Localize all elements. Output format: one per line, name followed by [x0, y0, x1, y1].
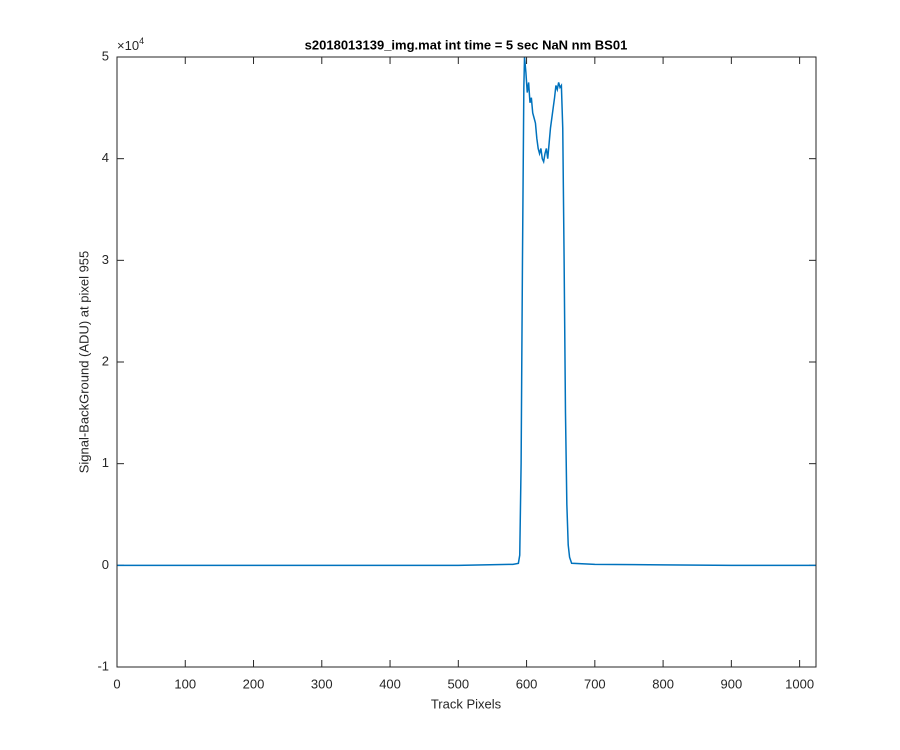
x-tick-label: 500 [447, 676, 469, 691]
y-tick-label: 5 [102, 48, 109, 63]
x-axis-label: Track Pixels [431, 696, 502, 711]
y-tick-label: 0 [102, 557, 109, 572]
x-tick-label: 100 [174, 676, 196, 691]
plot-area [117, 57, 816, 667]
x-tick-label: 200 [243, 676, 265, 691]
y-multiplier: ×104 [117, 36, 144, 53]
x-tick-label: 0 [113, 676, 120, 691]
y-multiplier-exponent: 4 [139, 36, 144, 46]
x-tick-label: 600 [516, 676, 538, 691]
y-tick-label: 2 [102, 353, 109, 368]
y-tick-label: 4 [102, 150, 109, 165]
x-tick-label: 800 [652, 676, 674, 691]
chart-title: s2018013139_img.mat int time = 5 sec NaN… [305, 37, 628, 52]
y-multiplier-base: ×10 [117, 38, 139, 53]
y-axis-label: Signal-BackGround (ADU) at pixel 955 [76, 251, 91, 474]
x-tick-label: 900 [721, 676, 743, 691]
y-tick-label: 1 [102, 455, 109, 470]
axes-box [116, 56, 817, 668]
y-tick-label: 3 [102, 252, 109, 267]
x-tick-label: 1000 [785, 676, 814, 691]
x-tick-label: 700 [584, 676, 606, 691]
x-tick-label: 400 [379, 676, 401, 691]
y-tick-label: -1 [97, 658, 109, 673]
data-line [117, 56, 816, 567]
x-tick-label: 300 [311, 676, 333, 691]
